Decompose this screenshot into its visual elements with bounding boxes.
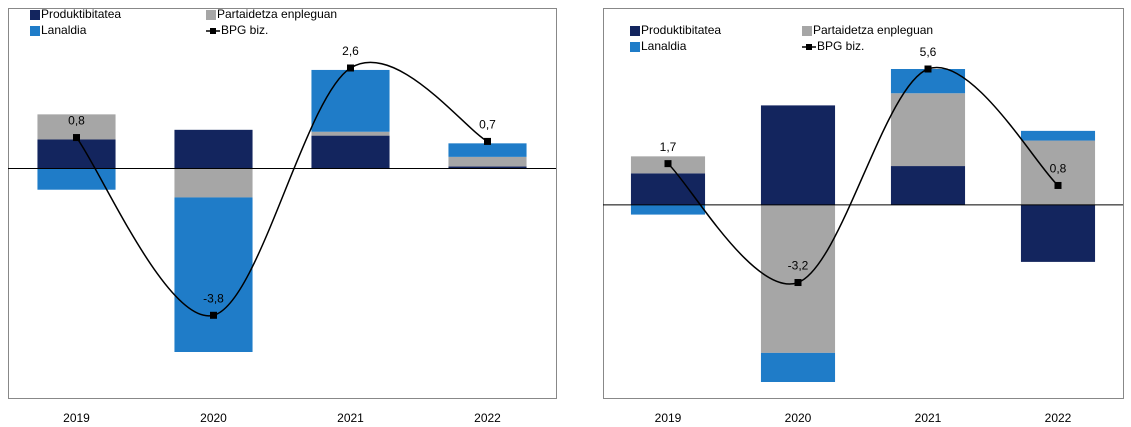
bar-segment bbox=[448, 143, 527, 157]
bar-segment bbox=[37, 139, 116, 169]
legend-swatch bbox=[206, 10, 216, 20]
bar-segment bbox=[1020, 204, 1096, 262]
line-marker bbox=[664, 160, 672, 168]
bar-segment bbox=[890, 93, 966, 167]
line-marker bbox=[1054, 181, 1062, 189]
legend-swatch bbox=[30, 26, 40, 36]
bar-segment bbox=[1020, 140, 1096, 205]
legend-swatch bbox=[802, 26, 812, 36]
bar-segment bbox=[760, 352, 836, 382]
line-marker bbox=[484, 137, 491, 145]
line-marker bbox=[347, 64, 354, 72]
line-marker bbox=[210, 311, 217, 319]
x-tick-label: 2022 bbox=[1045, 411, 1072, 425]
data-label: 0,8 bbox=[68, 114, 85, 128]
bar-segment bbox=[448, 166, 527, 169]
bar-segment bbox=[1020, 130, 1096, 141]
legend-label: BPG biz. bbox=[221, 23, 268, 37]
bar-segment bbox=[760, 204, 836, 353]
legend-label: Produktibitatea bbox=[41, 7, 121, 21]
x-tick-label: 2020 bbox=[785, 411, 812, 425]
x-tick-label: 2019 bbox=[655, 411, 682, 425]
legend-marker bbox=[210, 28, 216, 34]
x-tick-label: 2020 bbox=[200, 411, 227, 425]
legend-label: Partaidetza enpleguan bbox=[813, 23, 933, 37]
line-marker bbox=[73, 134, 80, 142]
bar-segment bbox=[174, 129, 253, 169]
legend-label: Lanaldia bbox=[41, 23, 87, 37]
x-tick-label: 2022 bbox=[474, 411, 501, 425]
data-label: 2,6 bbox=[342, 44, 359, 58]
data-label: 0,7 bbox=[479, 118, 496, 132]
x-tick-label: 2021 bbox=[337, 411, 364, 425]
data-label: 5,6 bbox=[920, 45, 937, 59]
bar-segment bbox=[760, 105, 836, 205]
bar-segment bbox=[890, 69, 966, 94]
legend-swatch bbox=[630, 42, 640, 52]
legend-label: Partaidetza enpleguan bbox=[217, 7, 337, 21]
bar-segment bbox=[174, 197, 253, 352]
bar-segment bbox=[630, 173, 706, 205]
bar-segment bbox=[37, 168, 116, 190]
line-marker bbox=[924, 65, 932, 73]
data-label: 0,8 bbox=[1050, 162, 1067, 176]
data-label: -3,8 bbox=[203, 291, 224, 305]
legend-swatch bbox=[30, 10, 40, 20]
line bbox=[667, 66, 1059, 285]
x-tick-label: 2019 bbox=[63, 411, 90, 425]
legend-label: Lanaldia bbox=[641, 39, 687, 53]
bar-segment bbox=[311, 131, 390, 136]
legend-swatch bbox=[630, 26, 640, 36]
x-tick-label: 2021 bbox=[915, 411, 942, 425]
legend-label: BPG biz. bbox=[817, 39, 864, 53]
bar-segment bbox=[174, 168, 253, 198]
bar-segment bbox=[448, 156, 527, 167]
chart-frame bbox=[603, 8, 1124, 399]
legend-marker bbox=[806, 44, 812, 50]
bar-segment bbox=[311, 69, 390, 132]
data-label: 1,7 bbox=[660, 140, 677, 154]
legend-label: Produktibitatea bbox=[641, 23, 721, 37]
data-label: -3,2 bbox=[788, 259, 809, 273]
line-marker bbox=[794, 279, 802, 287]
bar-segment bbox=[630, 204, 706, 215]
bar-segment bbox=[311, 135, 390, 169]
line bbox=[75, 61, 488, 317]
bar-segment bbox=[890, 166, 966, 205]
chart-frame bbox=[8, 8, 557, 399]
